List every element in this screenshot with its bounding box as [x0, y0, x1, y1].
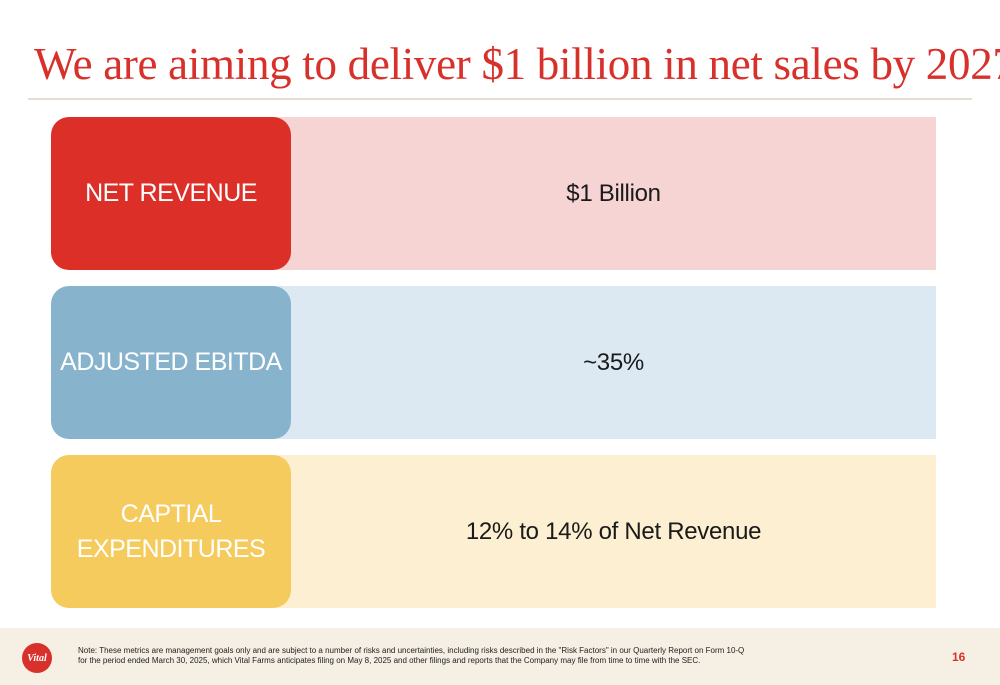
page-number: 16 [952, 650, 966, 664]
goal-label-line: EXPENDITURES [76, 534, 266, 563]
footer-note-line: Note: These metrics are management goals… [78, 646, 745, 655]
goal-label-box: NET REVENUE [51, 117, 291, 270]
goal-value: 12% to 14% of Net Revenue [465, 517, 762, 545]
goal-label-line: CAPTIAL [120, 500, 222, 528]
goal-label-line: NET REVENUE [85, 179, 257, 208]
goal-label-box: CAPTIAL EXPENDITURES [51, 455, 291, 608]
goal-label-text: NET REVENUE [85, 176, 257, 211]
goal-label-line: ADJUSTED EBITDA [60, 348, 282, 377]
goal-value: $1 Billion [566, 179, 661, 207]
footer: Vital Note: These metrics are management… [0, 628, 1000, 685]
title-divider [28, 98, 972, 100]
vital-farms-logo: Vital [22, 643, 52, 673]
goal-label-text: CAPTIAL EXPENDITURES [76, 497, 266, 566]
goal-value: ~35% [583, 348, 644, 376]
goal-row-net-revenue: NET REVENUE $1 Billion [51, 117, 936, 270]
goal-label-box: ADJUSTED EBITDA [51, 286, 291, 439]
slide-title: We are aiming to deliver $1 billion in n… [34, 39, 1000, 89]
goal-label-text: ADJUSTED EBITDA [60, 345, 282, 380]
footer-note: Note: These metrics are management goals… [78, 646, 745, 666]
footer-note-line: for the period ended March 30, 2025, whi… [78, 656, 701, 665]
logo-text: Vital [27, 652, 47, 664]
goal-row-adjusted-ebitda: ADJUSTED EBITDA ~35% [51, 286, 936, 439]
goal-row-capital-expenditures: CAPTIAL EXPENDITURES 12% to 14% of Net R… [51, 455, 936, 608]
